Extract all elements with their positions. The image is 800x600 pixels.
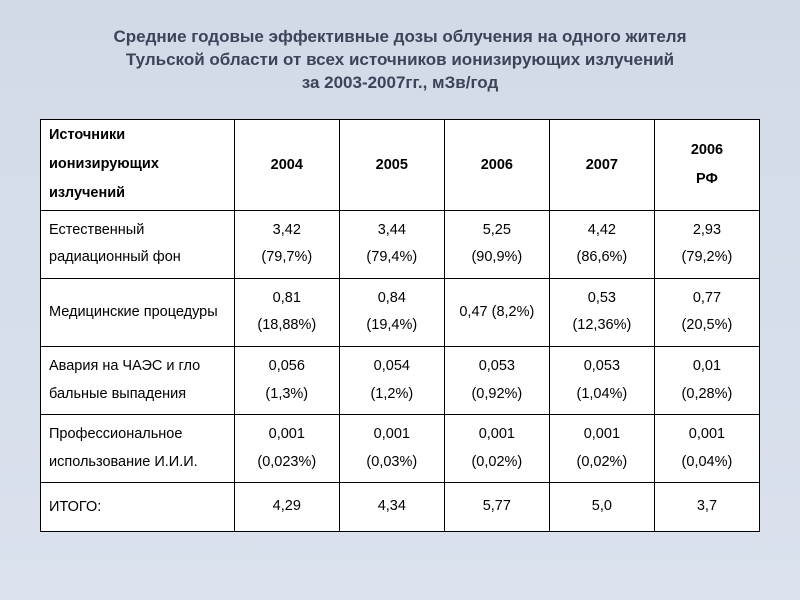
cell-value: 0,054	[374, 358, 410, 374]
cell-value-single: 0,47 (8,2%)	[459, 304, 534, 320]
cell-percent: (0,92%)	[471, 386, 522, 402]
col-header-2005: 2005	[339, 119, 444, 210]
col-header-2007: 2007	[549, 119, 654, 210]
col-header-2006: 2006	[444, 119, 549, 210]
total-label: ИТОГО:	[41, 483, 235, 532]
col-header-2004: 2004	[234, 119, 339, 210]
cell-percent: (79,4%)	[366, 249, 417, 265]
cell-percent: (0,02%)	[576, 454, 627, 470]
col-header-sources: Источники ионизирующих излучений	[41, 119, 235, 210]
cell-percent: (18,88%)	[257, 317, 316, 333]
cell-2007: 0,053 (1,04%)	[549, 347, 654, 415]
cell-2004: 3,42 (79,7%)	[234, 210, 339, 278]
row-source-l1: Профессиональное	[49, 426, 182, 442]
cell-value: 5,25	[483, 222, 511, 238]
cell-value: 4,42	[588, 222, 616, 238]
table-row: Медицинские процедуры 0,81 (18,88%) 0,84…	[41, 278, 760, 346]
cell-value: 0,001	[374, 426, 410, 442]
dose-table: Источники ионизирующих излучений 2004 20…	[40, 119, 760, 532]
cell-percent: (1,3%)	[265, 386, 308, 402]
cell-2007: 0,53 (12,36%)	[549, 278, 654, 346]
row-source-l2: радиационный фон	[49, 249, 181, 265]
cell-value: 3,44	[378, 222, 406, 238]
title-line-2: Тульской области от всех источников иони…	[126, 50, 674, 69]
cell-value: 0,056	[269, 358, 305, 374]
row-source: Профессиональное использование И.И.И.	[41, 415, 235, 483]
cell-value: 0,053	[479, 358, 515, 374]
table-row: Авария на ЧАЭС и гло бальные выпадения 0…	[41, 347, 760, 415]
cell-2006: 0,001 (0,02%)	[444, 415, 549, 483]
cell-value: 2,93	[693, 222, 721, 238]
total-2004: 4,29	[234, 483, 339, 532]
cell-percent: (86,6%)	[576, 249, 627, 265]
row-source: Естественный радиационный фон	[41, 210, 235, 278]
slide: Средние годовые эффективные дозы облучен…	[0, 0, 800, 600]
cell-value: 0,001	[269, 426, 305, 442]
cell-2005: 3,44 (79,4%)	[339, 210, 444, 278]
slide-title: Средние годовые эффективные дозы облучен…	[40, 26, 760, 95]
cell-value: 0,001	[689, 426, 725, 442]
total-2007: 5,0	[549, 483, 654, 532]
cell-percent: (1,04%)	[576, 386, 627, 402]
row-source: Авария на ЧАЭС и гло бальные выпадения	[41, 347, 235, 415]
cell-value: 0,84	[378, 290, 406, 306]
table-row-total: ИТОГО: 4,29 4,34 5,77 5,0 3,7	[41, 483, 760, 532]
cell-value: 3,42	[273, 222, 301, 238]
cell-rf: 0,01 (0,28%)	[654, 347, 759, 415]
cell-percent: (79,7%)	[261, 249, 312, 265]
total-2005: 4,34	[339, 483, 444, 532]
cell-percent: (1,2%)	[370, 386, 413, 402]
cell-value: 0,001	[584, 426, 620, 442]
row-source-l1: Авария на ЧАЭС и гло	[49, 358, 200, 374]
cell-rf: 2,93 (79,2%)	[654, 210, 759, 278]
cell-2005: 0,001 (0,03%)	[339, 415, 444, 483]
cell-percent: (19,4%)	[366, 317, 417, 333]
cell-value: 0,81	[273, 290, 301, 306]
title-line-1: Средние годовые эффективные дозы облучен…	[113, 27, 686, 46]
cell-percent: (0,03%)	[366, 454, 417, 470]
cell-percent: (0,023%)	[257, 454, 316, 470]
table-row: Естественный радиационный фон 3,42 (79,7…	[41, 210, 760, 278]
cell-2006: 5,25 (90,9%)	[444, 210, 549, 278]
col-header-sources-l2: ионизирующих	[49, 156, 159, 172]
cell-percent: (12,36%)	[572, 317, 631, 333]
col-header-sources-l3: излучений	[49, 185, 125, 201]
cell-percent: (0,02%)	[471, 454, 522, 470]
cell-value: 0,053	[584, 358, 620, 374]
cell-rf: 0,77 (20,5%)	[654, 278, 759, 346]
cell-2005: 0,84 (19,4%)	[339, 278, 444, 346]
cell-value: 0,001	[479, 426, 515, 442]
cell-percent: (79,2%)	[682, 249, 733, 265]
cell-value: 0,77	[693, 290, 721, 306]
cell-percent: (90,9%)	[471, 249, 522, 265]
col-header-rf-l2: РФ	[696, 171, 718, 187]
cell-value: 0,53	[588, 290, 616, 306]
cell-value: 0,01	[693, 358, 721, 374]
cell-rf: 0,001 (0,04%)	[654, 415, 759, 483]
table-row: Профессиональное использование И.И.И. 0,…	[41, 415, 760, 483]
cell-2006: 0,053 (0,92%)	[444, 347, 549, 415]
cell-2006: 0,47 (8,2%)	[444, 278, 549, 346]
col-header-2006-rf: 2006 РФ	[654, 119, 759, 210]
cell-2004: 0,001 (0,023%)	[234, 415, 339, 483]
total-rf: 3,7	[654, 483, 759, 532]
col-header-rf-l1: 2006	[691, 142, 723, 158]
cell-2007: 4,42 (86,6%)	[549, 210, 654, 278]
total-2006: 5,77	[444, 483, 549, 532]
table-header-row: Источники ионизирующих излучений 2004 20…	[41, 119, 760, 210]
row-source: Медицинские процедуры	[41, 278, 235, 346]
row-source-l2: бальные выпадения	[49, 386, 186, 402]
cell-2004: 0,056 (1,3%)	[234, 347, 339, 415]
row-source-l2: использование И.И.И.	[49, 454, 198, 470]
cell-2004: 0,81 (18,88%)	[234, 278, 339, 346]
row-source-l1: Медицинские процедуры	[49, 304, 218, 320]
title-line-3: за 2003-2007гг., мЗв/год	[302, 73, 499, 92]
cell-2005: 0,054 (1,2%)	[339, 347, 444, 415]
cell-2007: 0,001 (0,02%)	[549, 415, 654, 483]
cell-percent: (0,04%)	[682, 454, 733, 470]
row-source-l1: Естественный	[49, 222, 144, 238]
cell-percent: (0,28%)	[682, 386, 733, 402]
col-header-sources-l1: Источники	[49, 127, 125, 143]
cell-percent: (20,5%)	[682, 317, 733, 333]
